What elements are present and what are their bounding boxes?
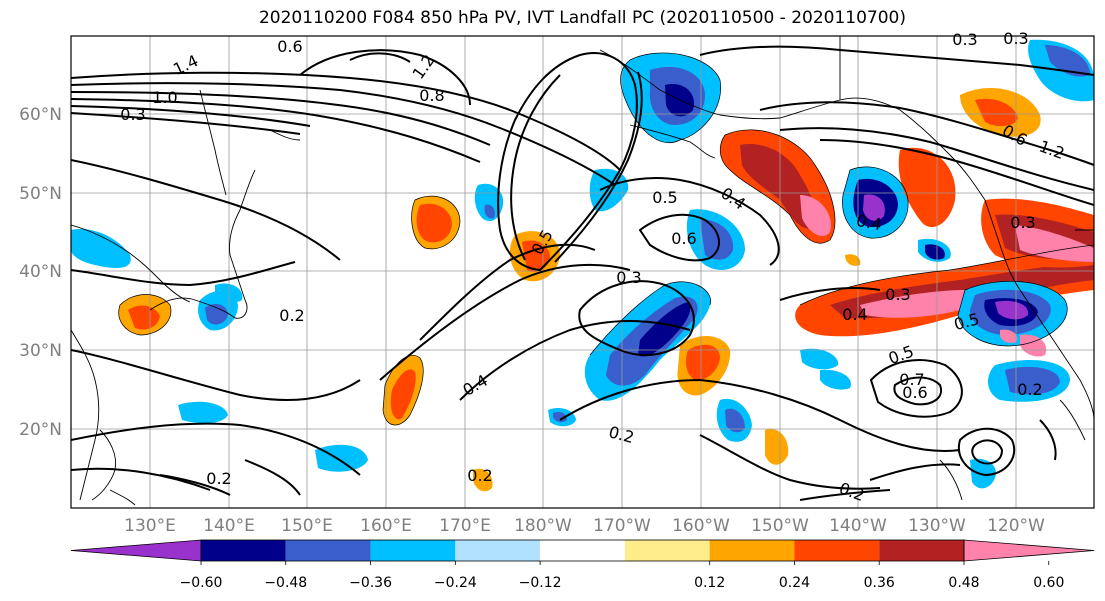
contour-label: 0.2 — [467, 466, 492, 485]
pv-contours — [71, 45, 1094, 501]
colorbar-segment — [540, 540, 625, 561]
lon-label: 170°W — [593, 516, 651, 536]
colorbar-segment — [370, 540, 456, 561]
contour-label: 0.3 — [1003, 29, 1028, 48]
contour-label: 0.7 — [899, 370, 924, 389]
graticule — [71, 36, 1094, 508]
colorbar-segment — [201, 540, 286, 561]
lat-label: 40°N — [19, 262, 62, 282]
colorbar-tick-label: 0.12 — [694, 575, 725, 591]
contour-label: 0.2 — [1017, 380, 1042, 399]
lon-label: 160°E — [360, 516, 412, 536]
lon-label: 120°W — [987, 516, 1045, 536]
contour-label: 0.3 — [120, 105, 145, 124]
colorbar-segment — [709, 540, 795, 561]
lon-label: 140°E — [203, 516, 255, 536]
colorbar-segment — [455, 540, 541, 561]
contour-label: 0.6 — [277, 37, 302, 56]
lat-label: 60°N — [19, 105, 62, 125]
lon-label: 130°W — [908, 516, 966, 536]
contour-label: 0.2 — [206, 469, 231, 488]
lon-label: 160°W — [672, 516, 730, 536]
contour-label: 0.3 — [616, 268, 641, 287]
longitude-labels: 130°E 140°E 150°E 160°E 170°E 180°W 170°W 160°W… — [124, 516, 1045, 536]
map-title: 2020110200 F084 850 hPa PV, IVT Landfall… — [258, 8, 906, 28]
contour-label: 0.3 — [952, 30, 977, 49]
colorbar-tick-label: 0.60 — [1033, 575, 1064, 591]
contour-label: 0.5 — [652, 188, 677, 207]
lon-label: 170°E — [439, 516, 491, 536]
lon-label: 180°W — [514, 516, 572, 536]
lat-label: 50°N — [19, 184, 62, 204]
lon-label: 130°E — [124, 516, 176, 536]
contour-label: 0.3 — [885, 285, 910, 304]
map-content — [71, 36, 1094, 508]
lon-label: 150°E — [281, 516, 333, 536]
lat-label: 20°N — [19, 420, 62, 440]
contour-label: 0.8 — [419, 86, 444, 105]
contour-label: 0.4 — [842, 305, 867, 324]
contour-label: 0.3 — [1010, 213, 1035, 232]
contour-label: 1.0 — [152, 88, 177, 107]
contour-label: 0.2 — [279, 306, 304, 325]
colorbar: −0.60 −0.48 −0.36 −0.24 −0.12 0.12 0.24 0.36 0.4… — [70, 539, 1095, 591]
lat-label: 30°N — [19, 341, 62, 361]
colorbar-tick-label: 0.48 — [948, 575, 979, 591]
colorbar-tick-label: 0.24 — [779, 575, 810, 591]
contour-label: 0.6 — [902, 383, 927, 402]
colorbar-tick-label: −0.24 — [434, 575, 477, 591]
contour-label: 0.4 — [855, 211, 883, 234]
latitude-labels: 60°N 50°N 40°N 30°N 20°N — [19, 105, 62, 440]
colorbar-extend-low — [70, 539, 202, 562]
colorbar-segment — [624, 540, 710, 561]
colorbar-segment — [285, 540, 371, 561]
lon-label: 140°W — [829, 516, 887, 536]
ivt-contours — [118, 52, 1094, 426]
colorbar-extend-high — [963, 539, 1095, 562]
colorbar-segment — [879, 540, 964, 561]
colorbar-segment — [794, 540, 880, 561]
colorbar-tick-label: −0.12 — [519, 575, 562, 591]
colorbar-tick-label: −0.36 — [349, 575, 392, 591]
map-frame — [70, 35, 1095, 509]
colorbar-tick-label: −0.48 — [264, 575, 307, 591]
coastlines — [71, 36, 1094, 506]
colorbar-tick-label: 0.36 — [864, 575, 895, 591]
colorbar-tick-label: −0.60 — [180, 575, 223, 591]
lon-label: 150°W — [751, 516, 809, 536]
contour-label: 0.6 — [671, 229, 696, 248]
